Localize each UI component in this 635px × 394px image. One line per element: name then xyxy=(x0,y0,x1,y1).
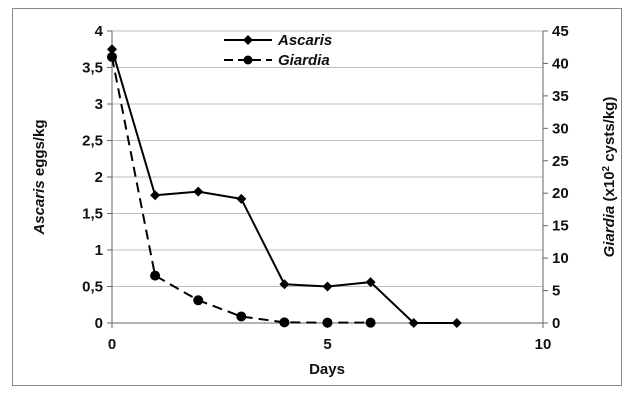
x-axis-title: Days xyxy=(309,361,345,378)
left-y-tick-label: 0,5 xyxy=(82,279,103,296)
right-y-tick-label: 25 xyxy=(552,153,569,170)
right-y-tick-labels: 0 5 10 15 20 25 30 35 40 45 xyxy=(552,23,569,332)
left-y-axis-title-rest: eggs/kg xyxy=(31,119,48,180)
data-point-ascaris xyxy=(150,190,161,201)
x-tick-labels: 0 5 10 xyxy=(108,336,552,353)
right-y-tick-label: 40 xyxy=(552,55,569,72)
data-point-ascaris xyxy=(365,277,376,288)
left-y-axis-title: Ascaris eggs/kg xyxy=(31,119,48,235)
legend-marker-diamond xyxy=(243,35,253,45)
data-point-ascaris xyxy=(193,186,204,197)
series-line-giardia xyxy=(111,56,371,324)
right-y-axis-title-post: cysts/kg) xyxy=(601,97,618,166)
right-y-tick-label: 5 xyxy=(552,283,560,300)
x-tick-label: 5 xyxy=(323,336,331,353)
data-point-giardia xyxy=(150,270,161,281)
right-y-axis-title-pre: (x10 xyxy=(601,171,618,205)
legend-label-giardia: Giardia xyxy=(278,52,330,69)
data-point-ascaris xyxy=(322,281,333,292)
data-point-ascaris xyxy=(279,279,290,290)
data-point-ascaris xyxy=(107,44,117,55)
legend-item-ascaris: Ascaris xyxy=(224,32,332,49)
left-y-tick-label: 1,5 xyxy=(82,206,103,223)
data-point-giardia xyxy=(322,317,333,328)
series-layer xyxy=(107,44,462,328)
x-tick-label: 0 xyxy=(108,336,116,353)
left-y-tick-label: 3,5 xyxy=(82,60,103,77)
left-y-tick-label: 2 xyxy=(95,169,103,186)
right-y-tick-label: 35 xyxy=(552,88,569,105)
data-point-giardia xyxy=(279,317,290,328)
left-y-tick-labels: 0 0,5 1 1,5 2 2,5 3 3,5 4 xyxy=(82,23,104,332)
left-y-tick-label: 0 xyxy=(95,315,103,332)
data-point-giardia xyxy=(193,295,204,306)
x-tick-label: 10 xyxy=(535,336,552,353)
right-y-tick-label: 30 xyxy=(552,120,569,137)
right-y-tick-label: 0 xyxy=(552,315,560,332)
right-y-tick-label: 45 xyxy=(552,23,569,40)
right-y-tick-label: 20 xyxy=(552,185,569,202)
left-y-tick-label: 3 xyxy=(95,96,103,113)
data-point-giardia xyxy=(236,311,247,322)
right-y-axis-title-sup: 2 xyxy=(601,165,612,171)
left-y-tick-label: 2,5 xyxy=(82,133,103,150)
data-point-giardia xyxy=(107,51,117,62)
right-y-axis-title: Giardia (x102 cysts/kg) xyxy=(601,97,619,258)
data-point-ascaris xyxy=(408,318,419,328)
left-y-tick-label: 4 xyxy=(95,23,104,40)
left-y-axis-title-italic: Ascaris xyxy=(31,180,48,235)
left-y-tick-label: 1 xyxy=(95,242,103,259)
legend: Ascaris Giardia xyxy=(224,32,332,69)
data-point-giardia xyxy=(365,317,376,328)
right-y-tick-label: 15 xyxy=(552,218,569,235)
right-y-axis-title-italic: Giardia xyxy=(601,206,618,258)
right-y-tick-label: 10 xyxy=(552,250,569,267)
data-point-ascaris xyxy=(451,318,462,328)
legend-marker-circle xyxy=(243,55,253,65)
data-point-ascaris xyxy=(236,193,247,204)
legend-label-ascaris: Ascaris xyxy=(277,32,332,49)
gridlines xyxy=(112,30,543,287)
legend-item-giardia: Giardia xyxy=(224,52,330,69)
